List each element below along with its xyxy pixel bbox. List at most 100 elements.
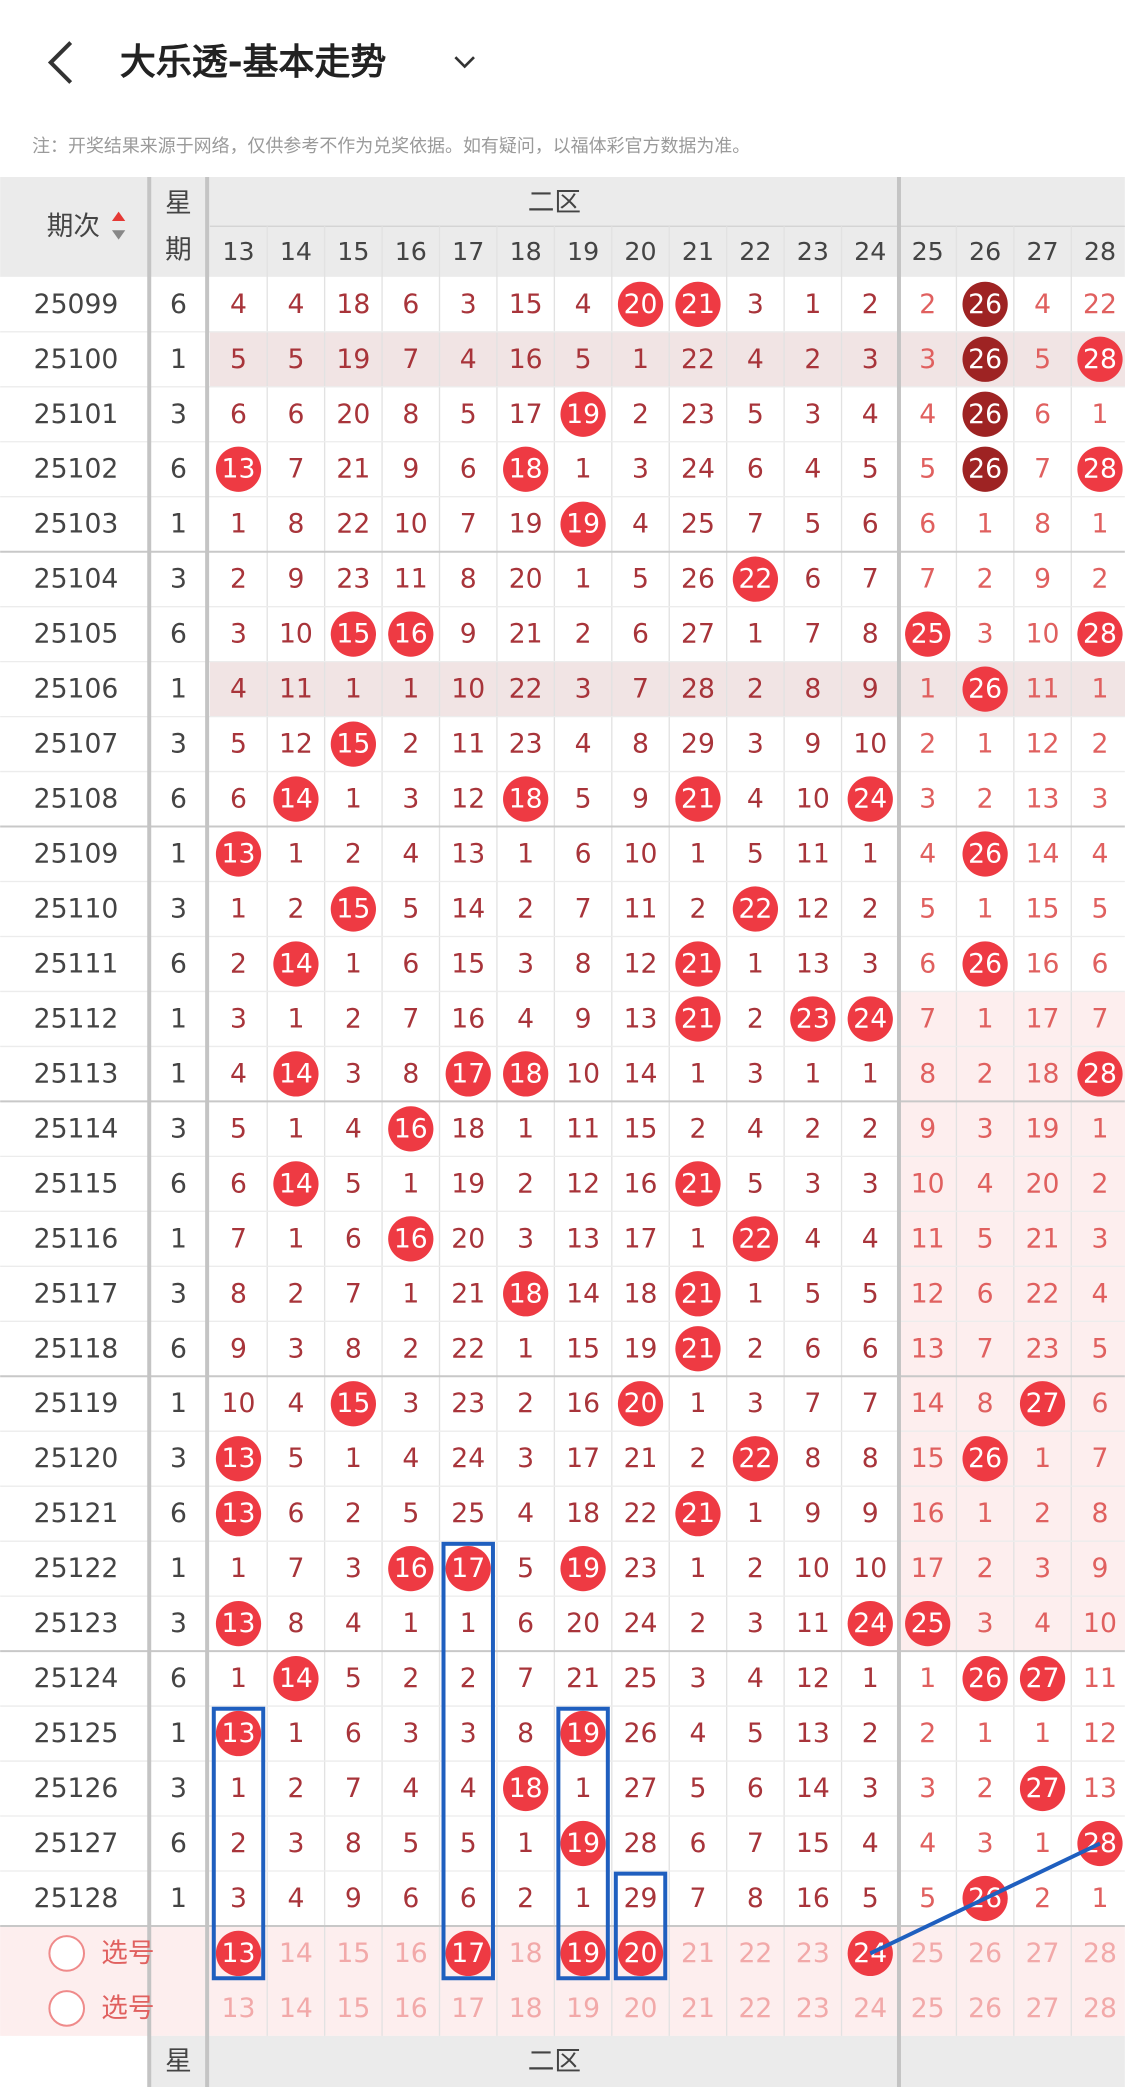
radio[interactable]	[48, 1935, 86, 1972]
weekday: 3	[170, 399, 187, 430]
hit-ball	[675, 1491, 721, 1537]
cell-value: 14	[624, 1058, 658, 1089]
cell-value: 6	[402, 289, 419, 320]
selection-number[interactable]: 18	[509, 1938, 543, 1969]
selection-number[interactable]: 17	[451, 1938, 485, 1969]
back-button[interactable]	[47, 41, 73, 84]
selection-number[interactable]: 27	[1026, 1993, 1060, 2024]
selection-number[interactable]: 24	[853, 1938, 887, 1969]
column-header: 13	[222, 237, 254, 266]
selection-number[interactable]: 26	[968, 1938, 1002, 1969]
cell-value: 3	[517, 1223, 534, 1254]
sort-down[interactable]	[111, 230, 126, 240]
cell-value: 6	[460, 454, 477, 485]
cell-value: 6	[689, 1828, 706, 1859]
period: 25102	[34, 454, 119, 485]
hit-ball	[617, 1381, 664, 1427]
title-dropdown[interactable]	[454, 56, 475, 69]
selection-number[interactable]: 14	[279, 1938, 313, 1969]
hit-ball	[675, 1271, 721, 1317]
cell-value: 21	[681, 1168, 715, 1199]
selection-number[interactable]: 22	[738, 1938, 772, 1969]
cell-value: 4	[402, 839, 419, 870]
selection-number[interactable]: 27	[1026, 1938, 1060, 1969]
cell-value: 12	[624, 948, 658, 979]
selection-number[interactable]: 25	[911, 1938, 945, 1969]
selection-number[interactable]: 23	[796, 1993, 830, 2024]
selection-label[interactable]: 选号	[101, 1938, 154, 1969]
cell-value: 8	[345, 1333, 362, 1364]
selection-number[interactable]: 20	[624, 1993, 658, 2024]
selected-ball[interactable]	[215, 1930, 262, 1977]
cell-value: 23	[451, 1388, 485, 1419]
selection-number[interactable]: 22	[738, 1993, 772, 2024]
cell-value: 7	[230, 1223, 247, 1254]
cell-value: 6	[230, 784, 247, 815]
cell-value: 11	[451, 729, 485, 760]
selected-ball[interactable]	[560, 1930, 606, 1977]
column-header: 18	[510, 237, 542, 266]
cell-value: 27	[1026, 1663, 1060, 1694]
selection-number[interactable]: 21	[681, 1938, 715, 1969]
cell-value: 14	[911, 1388, 945, 1419]
selection-number[interactable]: 15	[336, 1993, 370, 2024]
cell-value: 13	[222, 1498, 256, 1529]
cell-value: 10	[1083, 1608, 1117, 1639]
cell-value: 16	[509, 344, 543, 375]
cell-value: 29	[681, 729, 715, 760]
selection-number[interactable]: 20	[624, 1938, 658, 1969]
cell-value: 5	[919, 1883, 936, 1914]
cell-value: 1	[517, 1333, 534, 1364]
cell-value: 2	[402, 1663, 419, 1694]
cell-value: 19	[566, 509, 600, 540]
cell-value: 2	[919, 289, 936, 320]
selection-number[interactable]: 15	[336, 1938, 370, 1969]
cell-value: 9	[575, 1003, 592, 1034]
period: 25116	[34, 1223, 119, 1254]
period: 25101	[34, 399, 119, 430]
cell-value: 28	[681, 674, 715, 705]
sort-up[interactable]	[111, 211, 126, 221]
selection-number[interactable]: 24	[853, 1993, 887, 2024]
period: 25099	[34, 289, 119, 320]
selection-number[interactable]: 25	[911, 1993, 945, 2024]
cell-value: 3	[402, 1388, 419, 1419]
page-title[interactable]: 大乐透-基本走势	[120, 42, 386, 83]
cell-value: 21	[681, 1498, 715, 1529]
hit-ball	[617, 281, 664, 327]
period: 25108	[34, 784, 119, 815]
selection-number[interactable]: 18	[509, 1993, 543, 2024]
weekday: 6	[170, 1498, 187, 1529]
selection-number[interactable]: 23	[796, 1938, 830, 1969]
cell-value: 6	[977, 1278, 994, 1309]
cell-value: 1	[287, 1223, 304, 1254]
selection-number[interactable]: 13	[222, 1993, 256, 2024]
selection-number[interactable]: 17	[451, 1993, 485, 2024]
selection-label[interactable]: 选号	[101, 1993, 154, 2024]
selection-number[interactable]: 21	[681, 1993, 715, 2024]
column-header: 17	[452, 237, 484, 266]
selection-number[interactable]: 16	[394, 1938, 428, 1969]
selection-number[interactable]: 13	[222, 1938, 256, 1969]
radio[interactable]	[48, 1990, 86, 2027]
cell-value: 3	[460, 289, 477, 320]
cell-value: 1	[862, 1058, 879, 1089]
selection-number[interactable]: 19	[566, 1938, 600, 1969]
period: 25120	[34, 1443, 119, 1474]
cell-value: 1	[230, 509, 247, 540]
selection-number[interactable]: 14	[279, 1993, 313, 2024]
selection-number[interactable]: 26	[968, 1993, 1002, 2024]
period: 25106	[34, 674, 119, 705]
selection-number[interactable]: 28	[1083, 1993, 1117, 2024]
selection-number[interactable]: 19	[566, 1993, 600, 2024]
selection-number[interactable]: 28	[1083, 1938, 1117, 1969]
column-header: 23	[797, 237, 829, 266]
cell-value: 23	[336, 564, 370, 595]
selection-number[interactable]: 16	[394, 1993, 428, 2024]
cell-value: 6	[1034, 399, 1051, 430]
cell-value: 21	[1026, 1223, 1060, 1254]
selected-ball[interactable]	[445, 1930, 491, 1977]
cell-value: 5	[919, 894, 936, 925]
cell-value: 2	[919, 1718, 936, 1749]
selected-ball[interactable]	[617, 1930, 664, 1977]
